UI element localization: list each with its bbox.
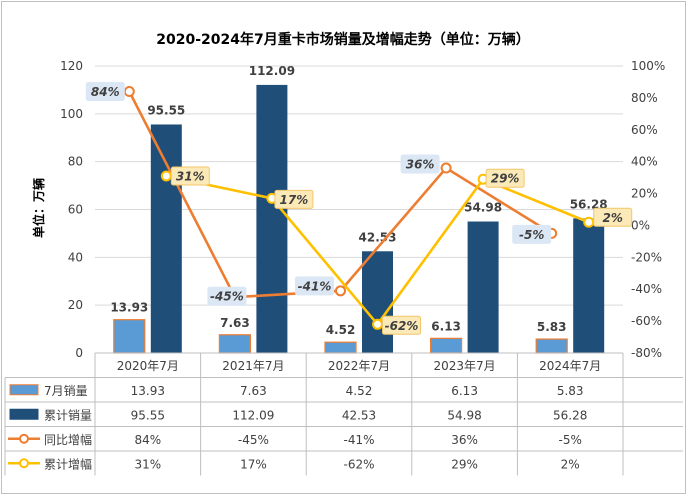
bar-cumulative-sales — [467, 221, 499, 353]
data-label-cumulative-growth: -62% — [385, 319, 419, 333]
callout-cumulative-box — [485, 168, 525, 188]
callout-yoy-box — [295, 276, 334, 296]
table-cell-value: -41% — [343, 433, 374, 447]
legend-series-name: 累计销量 — [44, 408, 92, 422]
data-label-cumulative-growth: 17% — [280, 193, 309, 207]
callout-cumulative-box — [382, 315, 421, 335]
table-cell-value: -45% — [238, 433, 269, 447]
y-axis-label: 单位：万辆 — [31, 178, 46, 238]
y-tick-label: 100 — [60, 107, 83, 121]
legend-swatch-marker — [19, 433, 29, 444]
legend-swatch-bar — [9, 384, 39, 396]
legend-swatch-bar — [9, 408, 39, 420]
table-cell-value: 56.28 — [553, 408, 587, 422]
legend-series-name: 同比增幅 — [44, 432, 92, 447]
point-yoy-growth — [335, 285, 346, 297]
y2-tick-label: 100% — [631, 59, 665, 73]
data-label-yoy: -45% — [210, 290, 244, 304]
y-tick-label: 40 — [68, 250, 83, 264]
table-cell-value: -62% — [343, 457, 374, 471]
data-label-yoy: 84% — [91, 85, 120, 99]
table-cell-value: 6.13 — [451, 384, 478, 398]
data-label-cumulative-growth: 31% — [176, 170, 205, 184]
bar-monthly-sales — [535, 338, 568, 354]
table-cell-value: 5.83 — [557, 384, 584, 398]
table-cell-value: 112.09 — [232, 408, 274, 422]
point-cumulative-growth — [583, 216, 595, 228]
data-label-cumulative: 42.53 — [359, 230, 397, 244]
bar-cumulative-sales — [362, 251, 393, 353]
data-label-cumulative-growth: 29% — [491, 172, 520, 186]
callout-cumulative-box — [170, 166, 210, 186]
table-cell-value: 7.63 — [240, 384, 267, 398]
chart-title: 2020-2024年7月重卡市场销量及增幅走势（单位：万辆） — [156, 31, 529, 48]
callout-yoy-box — [85, 82, 125, 102]
data-label-monthly: 5.83 — [537, 320, 567, 334]
data-label-yoy: 36% — [406, 158, 435, 172]
data-label-cumulative: 54.98 — [464, 201, 502, 215]
y2-tick-label: -60% — [631, 314, 662, 328]
callout-cumulative-box — [274, 189, 314, 209]
bar-cumulative-sales — [150, 124, 182, 353]
y-tick-label: 20 — [68, 298, 83, 312]
table-cell-value: 95.55 — [131, 408, 165, 422]
table-cell-value: 42.53 — [342, 408, 376, 422]
data-label-yoy: -5% — [519, 228, 544, 242]
data-label-monthly: 6.13 — [431, 319, 461, 333]
data-label-cumulative: 95.55 — [147, 103, 185, 117]
x-category-label: 2021年7月 — [222, 359, 284, 373]
table-cell-value: 4.52 — [346, 384, 373, 398]
x-category-label: 2023年7月 — [434, 359, 496, 373]
y-tick-label: 0 — [75, 346, 83, 360]
point-yoy-growth — [440, 162, 452, 174]
bar-monthly-sales — [430, 337, 463, 354]
x-category-label: 2020年7月 — [117, 359, 179, 373]
table-cell-value: -5% — [559, 433, 582, 447]
x-category-label: 2022年7月 — [328, 359, 390, 373]
table-cell-value: 2% — [561, 457, 580, 471]
table-cell-value: 13.93 — [131, 384, 165, 398]
table-cell-value: 84% — [134, 433, 161, 447]
data-label-yoy: -41% — [298, 279, 332, 293]
callout-yoy-box — [400, 154, 440, 174]
bar-monthly-sales — [324, 341, 357, 354]
callout-yoy-box — [512, 224, 552, 244]
bar-monthly-sales — [218, 334, 251, 354]
y2-tick-label: -40% — [631, 282, 662, 296]
y-tick-label: 80 — [68, 155, 83, 169]
table-cell-value: 29% — [451, 457, 478, 471]
point-cumulative-growth — [160, 170, 172, 182]
y2-tick-label: 0% — [631, 218, 650, 232]
callout-yoy-box — [207, 286, 247, 306]
data-label-monthly: 4.52 — [326, 323, 356, 337]
legend-series-name: 7月销量 — [44, 384, 88, 398]
point-yoy-growth — [123, 86, 135, 98]
callout-cumulative-box — [593, 207, 633, 227]
data-label-cumulative-growth: 2% — [603, 211, 623, 225]
y2-tick-label: 60% — [631, 123, 658, 137]
y-tick-label: 120 — [60, 59, 83, 73]
legend-series-name: 累计增幅 — [44, 456, 92, 471]
data-label-cumulative: 112.09 — [249, 64, 295, 78]
bar-cumulative-sales — [573, 218, 605, 353]
y2-tick-label: -80% — [631, 346, 662, 360]
table-cell-value: 54.98 — [447, 408, 481, 422]
bar-cumulative-sales — [256, 84, 288, 353]
y2-tick-label: 40% — [631, 155, 658, 169]
y2-tick-label: 20% — [631, 187, 658, 201]
y-tick-label: 60 — [68, 203, 83, 217]
y2-tick-label: -20% — [631, 250, 662, 264]
data-label-monthly: 13.93 — [110, 301, 148, 315]
table-cell-value: 31% — [134, 457, 161, 471]
point-cumulative-growth — [372, 318, 383, 330]
legend-swatch-marker — [19, 458, 29, 469]
bar-monthly-sales — [113, 319, 146, 354]
table-cell-value: 36% — [451, 433, 478, 447]
table-cell-value: 17% — [240, 457, 267, 471]
x-category-label: 2024年7月 — [539, 359, 601, 373]
y2-tick-label: 80% — [631, 91, 658, 105]
data-label-monthly: 7.63 — [220, 316, 250, 330]
